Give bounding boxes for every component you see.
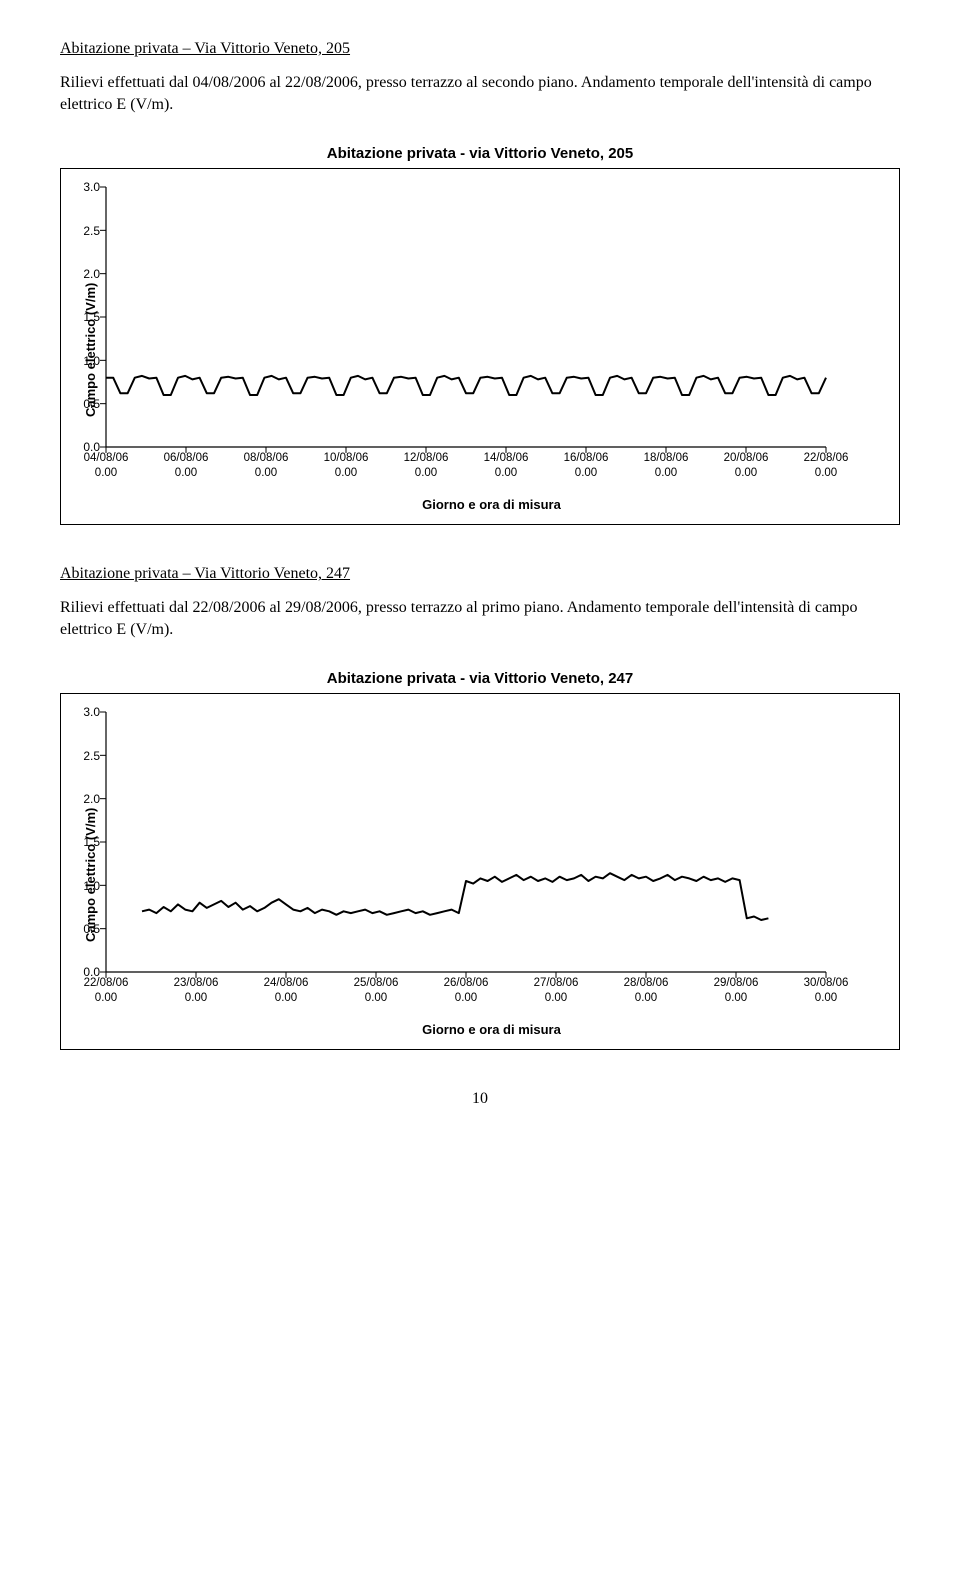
- x-tick-label: 18/08/060.00: [644, 451, 689, 480]
- y-tick-label: 3.0: [83, 705, 100, 719]
- y-tick-label: 1.0: [83, 879, 100, 893]
- chart-2: Abitazione privata - via Vittorio Veneto…: [60, 670, 900, 1050]
- x-tick-label: 10/08/060.00: [324, 451, 369, 480]
- x-tick-label: 06/08/060.00: [164, 451, 209, 480]
- page-number: 10: [60, 1090, 900, 1108]
- x-tick-label: 20/08/060.00: [724, 451, 769, 480]
- chart-2-xticks: 22/08/060.0023/08/060.0024/08/060.0025/0…: [106, 976, 826, 1016]
- x-tick-label: 28/08/060.00: [624, 976, 669, 1005]
- chart-1-plot: 0.00.51.01.52.02.53.0: [106, 187, 826, 447]
- x-tick-label: 16/08/060.00: [564, 451, 609, 480]
- y-tick-label: 2.5: [83, 749, 100, 763]
- chart-1: Abitazione privata - via Vittorio Veneto…: [60, 145, 900, 525]
- x-tick-label: 29/08/060.00: [714, 976, 759, 1005]
- y-tick-label: 2.0: [83, 267, 100, 281]
- x-tick-label: 25/08/060.00: [354, 976, 399, 1005]
- section-heading-2: Abitazione privata – Via Vittorio Veneto…: [60, 565, 900, 583]
- section-heading-1: Abitazione privata – Via Vittorio Veneto…: [60, 40, 900, 58]
- y-tick-label: 1.0: [83, 354, 100, 368]
- x-tick-label: 08/08/060.00: [244, 451, 289, 480]
- x-tick-label: 22/08/060.00: [804, 451, 849, 480]
- x-tick-label: 23/08/060.00: [174, 976, 219, 1005]
- x-tick-label: 26/08/060.00: [444, 976, 489, 1005]
- chart-2-xlabel: Giorno e ora di misura: [106, 1022, 877, 1037]
- chart-2-plot: 0.00.51.01.52.02.53.0: [106, 712, 826, 972]
- chart-1-title: Abitazione privata - via Vittorio Veneto…: [60, 145, 900, 162]
- chart-2-frame: Campo elettrico (V/m) 0.00.51.01.52.02.5…: [60, 693, 900, 1050]
- x-tick-label: 14/08/060.00: [484, 451, 529, 480]
- y-tick-label: 0.5: [83, 922, 100, 936]
- y-tick-label: 1.5: [83, 310, 100, 324]
- chart-1-xticks: 04/08/060.0006/08/060.0008/08/060.0010/0…: [106, 451, 826, 491]
- x-tick-label: 30/08/060.00: [804, 976, 849, 1005]
- x-tick-label: 04/08/060.00: [84, 451, 129, 480]
- x-tick-label: 12/08/060.00: [404, 451, 449, 480]
- y-tick-label: 3.0: [83, 180, 100, 194]
- x-tick-label: 27/08/060.00: [534, 976, 579, 1005]
- x-tick-label: 22/08/060.00: [84, 976, 129, 1005]
- y-tick-label: 2.0: [83, 792, 100, 806]
- section-paragraph-1: Rilievi effettuati dal 04/08/2006 al 22/…: [60, 72, 900, 115]
- y-tick-label: 2.5: [83, 224, 100, 238]
- section-paragraph-2: Rilievi effettuati dal 22/08/2006 al 29/…: [60, 597, 900, 640]
- chart-1-frame: Campo elettrico (V/m) 0.00.51.01.52.02.5…: [60, 168, 900, 525]
- x-tick-label: 24/08/060.00: [264, 976, 309, 1005]
- y-tick-label: 0.5: [83, 397, 100, 411]
- chart-1-xlabel: Giorno e ora di misura: [106, 497, 877, 512]
- y-tick-label: 1.5: [83, 835, 100, 849]
- chart-2-title: Abitazione privata - via Vittorio Veneto…: [60, 670, 900, 687]
